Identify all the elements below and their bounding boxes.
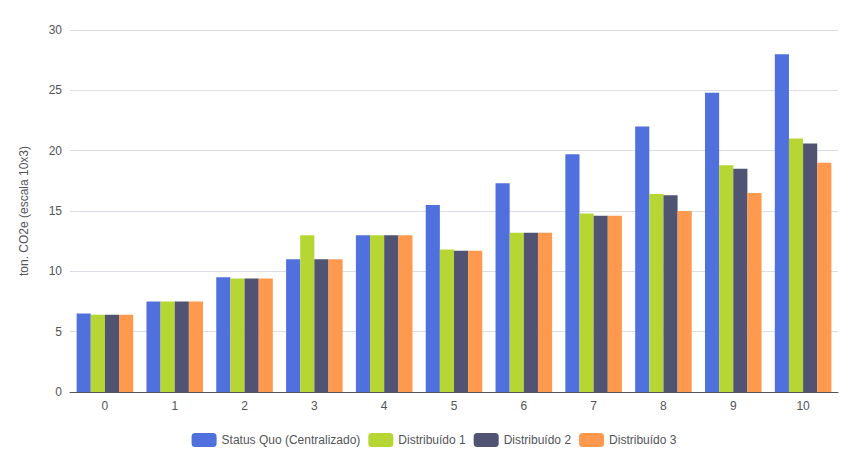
svg-text:10: 10 (49, 264, 63, 278)
svg-text:7: 7 (590, 399, 597, 413)
svg-text:9: 9 (730, 399, 737, 413)
svg-text:30: 30 (49, 23, 63, 37)
svg-text:Status Quo (Centralizado): Status Quo (Centralizado) (222, 433, 361, 447)
svg-text:0: 0 (102, 399, 109, 413)
svg-text:1: 1 (171, 399, 178, 413)
svg-text:3: 3 (311, 399, 318, 413)
svg-text:0: 0 (55, 385, 62, 399)
svg-text:10: 10 (796, 399, 810, 413)
svg-text:2: 2 (241, 399, 248, 413)
svg-text:ton. CO2e (escala 10x3): ton. CO2e (escala 10x3) (17, 146, 31, 276)
svg-text:6: 6 (520, 399, 527, 413)
svg-text:25: 25 (49, 83, 63, 97)
svg-text:Distribuído 1: Distribuído 1 (398, 433, 466, 447)
svg-text:8: 8 (660, 399, 667, 413)
svg-text:5: 5 (55, 325, 62, 339)
svg-text:20: 20 (49, 144, 63, 158)
svg-text:5: 5 (451, 399, 458, 413)
svg-text:4: 4 (381, 399, 388, 413)
svg-text:Distribuído 3: Distribuído 3 (609, 433, 677, 447)
svg-text:15: 15 (49, 204, 63, 218)
svg-text:Distribuído 2: Distribuído 2 (504, 433, 572, 447)
